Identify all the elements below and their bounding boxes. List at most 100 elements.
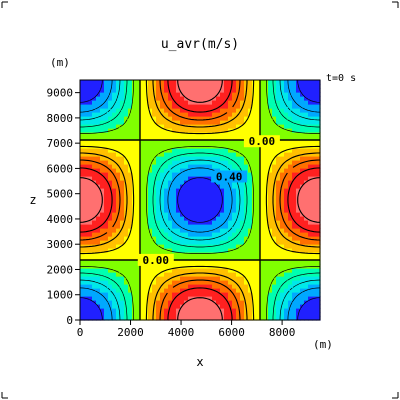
field-cell (164, 240, 169, 245)
field-cell (196, 268, 201, 273)
field-cell (252, 204, 257, 209)
field-cell (228, 100, 233, 105)
field-cell (220, 144, 225, 149)
field-cell (284, 176, 289, 181)
field-cell (116, 272, 121, 277)
field-cell (260, 80, 265, 85)
field-cell (304, 164, 309, 169)
field-cell (268, 260, 273, 265)
field-cell (228, 300, 233, 305)
field-cell (100, 280, 105, 285)
field-cell (84, 252, 89, 257)
field-cell (104, 216, 109, 221)
field-cell (192, 184, 197, 189)
field-cell (256, 96, 261, 101)
field-cell (108, 212, 113, 217)
field-cell (236, 312, 241, 317)
field-cell (208, 188, 213, 193)
field-cell (160, 172, 165, 177)
field-cell (284, 104, 289, 109)
field-cell (176, 240, 181, 245)
corner-mark-bottom-right (392, 392, 399, 399)
field-cell (312, 160, 317, 165)
field-cell (80, 148, 85, 153)
field-cell (300, 300, 305, 305)
field-cell (160, 164, 165, 169)
field-cell (160, 200, 165, 205)
field-cell (248, 100, 253, 105)
field-cell (92, 100, 97, 105)
field-cell (224, 100, 229, 105)
field-cell (192, 96, 197, 101)
field-cell (120, 216, 125, 221)
field-cell (312, 128, 317, 133)
field-cell (248, 80, 253, 85)
field-cell (196, 276, 201, 281)
field-cell (172, 116, 177, 121)
field-cell (140, 152, 145, 157)
field-cell (160, 236, 165, 241)
field-cell (288, 192, 293, 197)
field-cell (280, 88, 285, 93)
field-cell (80, 140, 85, 145)
field-cell (92, 264, 97, 269)
field-cell (232, 128, 237, 133)
field-cell (288, 308, 293, 313)
field-cell (196, 284, 201, 289)
field-cell (124, 244, 129, 249)
field-cell (236, 192, 241, 197)
field-cell (308, 192, 313, 197)
field-cell (136, 128, 141, 133)
field-cell (164, 212, 169, 217)
field-cell (184, 104, 189, 109)
field-cell (100, 252, 105, 257)
field-cell (308, 100, 313, 105)
field-cell (224, 220, 229, 225)
field-cell (132, 264, 137, 269)
field-cell (204, 188, 209, 193)
field-cell (172, 136, 177, 141)
field-cell (312, 220, 317, 225)
field-cell (212, 108, 217, 113)
field-cell (312, 80, 317, 85)
field-cell (256, 256, 261, 261)
field-cell (120, 212, 125, 217)
field-cell (264, 244, 269, 249)
field-cell (108, 276, 113, 281)
field-cell (132, 140, 137, 145)
field-cell (308, 224, 313, 229)
field-cell (184, 164, 189, 169)
field-cell (224, 252, 229, 257)
field-cell (312, 156, 317, 161)
field-cell (232, 132, 237, 137)
field-cell (180, 84, 185, 89)
field-cell (256, 240, 261, 245)
field-cell (196, 180, 201, 185)
field-cell (260, 292, 265, 297)
field-cell (284, 92, 289, 97)
field-cell (92, 200, 97, 205)
field-cell (176, 184, 181, 189)
field-cell (224, 144, 229, 149)
field-cell (132, 160, 137, 165)
field-cell (112, 200, 117, 205)
field-cell (144, 92, 149, 97)
field-cell (256, 288, 261, 293)
field-cell (132, 292, 137, 297)
field-cell (196, 228, 201, 233)
field-cell (164, 192, 169, 197)
field-cell (312, 200, 317, 205)
field-cell (144, 156, 149, 161)
field-cell (180, 208, 185, 213)
field-cell (144, 120, 149, 125)
field-cell (136, 100, 141, 105)
field-cell (124, 200, 129, 205)
field-cell (84, 228, 89, 233)
field-cell (172, 160, 177, 165)
field-cell (132, 280, 137, 285)
field-cell (280, 248, 285, 253)
field-cell (228, 264, 233, 269)
field-cell (140, 88, 145, 93)
field-cell (292, 168, 297, 173)
field-cell (160, 192, 165, 197)
